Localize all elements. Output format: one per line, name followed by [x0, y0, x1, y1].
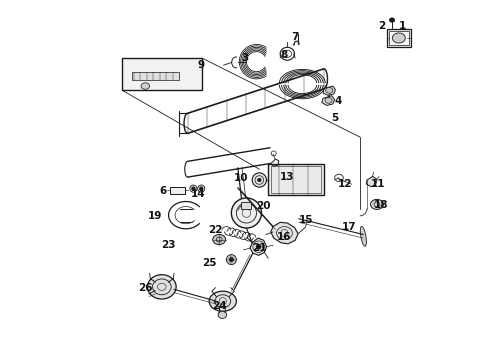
Ellipse shape [231, 198, 262, 228]
Bar [389, 31, 409, 45]
Text: 24: 24 [213, 301, 227, 311]
Ellipse shape [252, 173, 267, 187]
Text: 20: 20 [256, 201, 270, 211]
Ellipse shape [147, 275, 176, 299]
Text: 25: 25 [202, 258, 217, 268]
Ellipse shape [197, 185, 205, 192]
Text: 9: 9 [197, 60, 205, 70]
Polygon shape [271, 222, 298, 244]
Text: 8: 8 [281, 50, 288, 60]
Ellipse shape [226, 255, 236, 265]
Text: 19: 19 [147, 211, 162, 221]
Ellipse shape [141, 83, 149, 89]
Text: 26: 26 [138, 283, 152, 293]
Polygon shape [322, 96, 335, 105]
Text: 16: 16 [277, 232, 292, 242]
Text: 14: 14 [191, 189, 206, 199]
Ellipse shape [258, 178, 261, 182]
Polygon shape [323, 86, 335, 95]
Bar [387, 29, 411, 47]
Polygon shape [250, 238, 267, 255]
Ellipse shape [213, 234, 225, 244]
Text: 3: 3 [242, 53, 248, 63]
Text: 18: 18 [374, 200, 389, 210]
Text: 15: 15 [299, 215, 313, 225]
Ellipse shape [326, 87, 333, 93]
Bar [132, 72, 179, 80]
Ellipse shape [190, 185, 197, 192]
Bar [271, 166, 321, 193]
Polygon shape [366, 176, 377, 187]
Text: 4: 4 [335, 96, 342, 106]
Text: 7: 7 [292, 32, 299, 41]
Text: 12: 12 [338, 179, 353, 189]
Text: 13: 13 [280, 172, 294, 182]
Ellipse shape [209, 291, 236, 311]
Ellipse shape [256, 244, 261, 249]
Text: 10: 10 [234, 173, 248, 183]
Text: 2: 2 [378, 21, 385, 31]
Ellipse shape [192, 187, 195, 190]
Bar [170, 187, 185, 194]
Text: 5: 5 [331, 113, 338, 123]
Text: 23: 23 [161, 239, 175, 249]
Bar [242, 202, 251, 209]
Text: 1: 1 [399, 21, 406, 31]
Text: 6: 6 [159, 186, 166, 197]
Text: 21: 21 [252, 243, 267, 253]
Ellipse shape [392, 33, 405, 43]
Ellipse shape [199, 187, 203, 190]
Text: 11: 11 [370, 179, 385, 189]
Ellipse shape [218, 311, 227, 319]
Text: 17: 17 [342, 222, 356, 232]
Ellipse shape [370, 199, 383, 210]
Polygon shape [122, 58, 202, 90]
Ellipse shape [325, 98, 332, 103]
Ellipse shape [390, 18, 394, 22]
Ellipse shape [360, 226, 367, 246]
Bar [269, 163, 324, 195]
Text: 22: 22 [208, 225, 223, 235]
Ellipse shape [229, 257, 234, 262]
